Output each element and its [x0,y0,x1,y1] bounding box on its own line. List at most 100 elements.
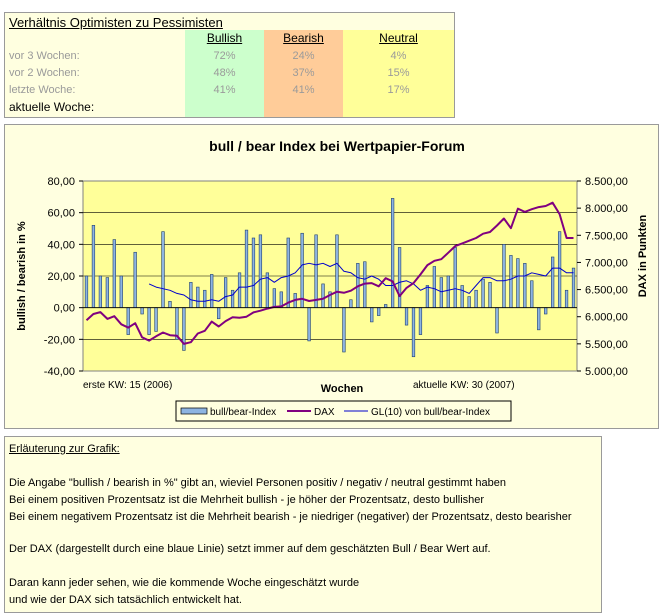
y2-axis-label: DAX in Punkten [637,214,649,297]
neutral-value: 17% [387,84,410,96]
row-label: vor 3 Wochen: [9,50,80,62]
bar [168,301,172,308]
bar [557,231,562,308]
bar [84,275,89,308]
bar [564,289,569,308]
bar [251,237,256,308]
chart-area[interactable]: 80,00 60,00 40,00 20,00 0,00 -20,00 -40,00 8.50… [4,124,659,429]
y-tick-label: -40,00 [44,366,75,378]
y-tick-label: 80,00 [47,176,75,188]
y2-tick-label: 5.500,00 [585,339,628,351]
bar [502,244,506,308]
y-tick-label: 40,00 [47,239,75,251]
bar [244,229,249,308]
y2-tick-label: 7.000,00 [585,257,628,269]
bar [196,286,200,308]
explanation-line: Bei einem positiven Prozentsatz ist die … [9,494,485,506]
sentiment-table: Verhältnis Optimisten zu Pessimisten Bul… [4,12,455,118]
bar [516,258,520,308]
bar [418,307,423,335]
bar [321,283,325,308]
bar [481,278,485,308]
bearish-value: 24% [292,50,315,62]
neutral-column [343,30,454,117]
explanation-line: und wie der DAX sich tatsächlich entwick… [9,594,242,606]
bar [112,239,116,308]
bar [105,277,109,308]
legend: bull/bear-Index DAX GL(10) von bull/bear… [175,400,512,422]
current-week-label: aktuelle Woche: [9,100,95,114]
y-axis-label: bullish / bearish in % [16,221,28,331]
y-tick-label: 20,00 [47,271,75,283]
explanation-line: Daran kann jeder sehen, wie die kommende… [9,577,360,589]
bar [495,307,499,334]
y2-tick-label: 6.500,00 [585,285,628,297]
explanation-panel: Erläuterung zur Grafik: Die Angabe "bull… [4,436,602,613]
neutral-value: 4% [390,50,407,62]
bar [133,251,137,308]
bearish-column [264,30,343,117]
bar [467,296,471,308]
bar [272,288,276,308]
bar [384,304,388,308]
bar [509,255,513,308]
bullish-header: Bullish [206,31,243,45]
bar [161,231,165,308]
line-series [85,201,574,345]
bar [300,232,304,308]
bar [349,299,353,308]
neutral-header: Neutral [379,31,418,45]
row-label: letzte Woche: [9,84,76,96]
bearish-header: Bearish [283,31,324,45]
bar [425,285,430,308]
legend-label-gl10: GL(10) von bull/bear-Index [371,407,490,418]
bar [397,247,402,308]
bar [210,274,214,308]
y2-tick-label: 6.000,00 [585,312,628,324]
gl10-line [148,262,574,302]
legend-label-dax: DAX [314,407,335,418]
explanation-heading: Erläuterung zur Grafik: [9,443,120,455]
neutral-value: 15% [387,67,410,79]
bar [335,234,339,308]
bar [446,275,450,308]
y2-tick-label: 5.000,00 [585,366,628,378]
bullish-value: 48% [213,67,236,79]
bar [551,256,555,308]
bar [140,307,144,315]
y2-tick-label: 8.500,00 [585,176,628,188]
y-tick-label: 60,00 [47,208,75,220]
row-label: vor 2 Wochen: [9,67,80,79]
axes: 80,00 60,00 40,00 20,00 0,00 -20,00 -40,00 8.50… [44,176,628,378]
explanation-line: Bei einem negativem Prozentsatz ist die … [9,511,572,523]
bearish-value: 41% [292,84,315,96]
chart-title: bull / bear Index bei Wertpapier-Forum [209,138,465,154]
bullish-value: 41% [213,84,236,96]
legend-box [175,400,512,422]
bar [474,289,478,308]
bar [189,282,193,308]
bull-bear-chart: 80,00 60,00 40,00 20,00 0,00 -20,00 -40,00 8.50… [16,138,649,422]
bar [91,225,96,308]
bar [411,307,416,358]
bar [217,307,221,320]
bullish-column [185,30,264,117]
bar [119,275,123,308]
bar [390,198,395,308]
bullish-value: 72% [213,50,236,62]
bar [286,237,290,308]
bar [453,247,457,308]
dax-line [85,201,574,345]
legend-label-bars: bull/bear-Index [210,407,276,418]
bar [314,234,318,308]
x-start-label: erste KW: 15 (2006) [83,380,172,391]
bar [147,307,151,335]
bar [370,307,374,323]
explanation-line: Der DAX (dargestellt durch eine blaue Li… [9,543,491,555]
bar [126,307,130,335]
sentiment-title: Verhältnis Optimisten zu Pessimisten [9,15,223,30]
bar [488,282,492,308]
bar [98,275,103,308]
y2-tick-label: 8.000,00 [585,203,628,215]
bar [460,285,464,308]
